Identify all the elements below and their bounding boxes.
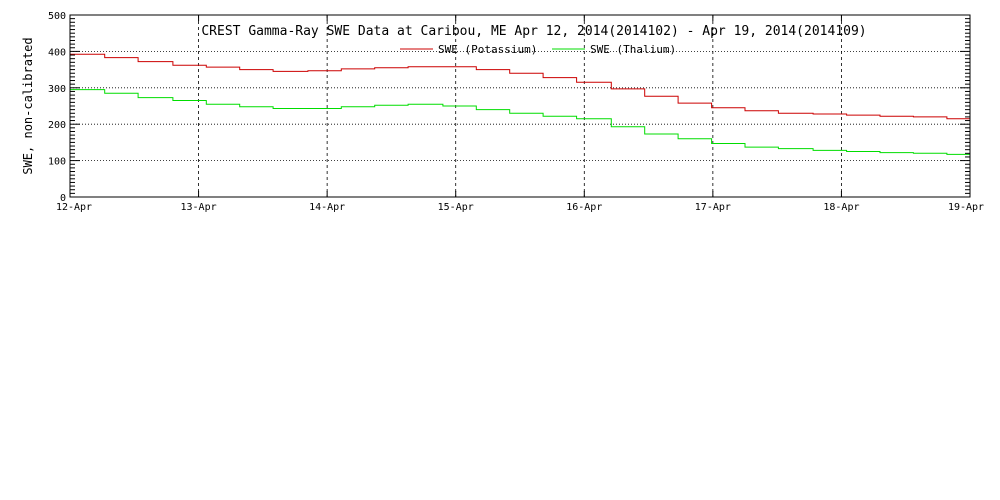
- series-lines: [70, 53, 971, 156]
- chart-title: CREST Gamma-Ray SWE Data at Caribou, ME …: [201, 24, 866, 39]
- grid-lines: [70, 15, 970, 197]
- x-tick-label: 16-Apr: [566, 202, 602, 213]
- x-tick-label: 14-Apr: [309, 202, 345, 213]
- series-line-potassium: [70, 53, 971, 121]
- y-tick-label: 0: [60, 193, 66, 204]
- axis-tick-labels: 0 100 200 300 400 500 12-Apr 13-Apr 14-Apr 15-Apr…: [48, 11, 984, 213]
- y-tick-label: 200: [48, 120, 66, 131]
- y-tick-label: 500: [48, 11, 66, 22]
- x-tick-label: 19-Apr: [948, 202, 984, 213]
- y-tick-label: 400: [48, 47, 66, 58]
- x-tick-label: 18-Apr: [823, 202, 859, 213]
- y-tick-label: 300: [48, 84, 66, 95]
- y-tick-label: 100: [48, 157, 66, 168]
- legend: SWE (Potassium) SWE (Thalium): [400, 43, 676, 56]
- x-tick-label: 12-Apr: [56, 202, 92, 213]
- x-tick-label: 15-Apr: [438, 202, 474, 213]
- series-line-thalium: [70, 89, 971, 156]
- x-tick-label: 17-Apr: [695, 202, 731, 213]
- x-tick-label: 13-Apr: [181, 202, 217, 213]
- axis-ticks: [69, 14, 971, 198]
- legend-label-potassium: SWE (Potassium): [438, 43, 537, 56]
- legend-label-thalium: SWE (Thalium): [590, 43, 676, 56]
- y-axis-title: SWE, non-calibrated: [21, 37, 35, 174]
